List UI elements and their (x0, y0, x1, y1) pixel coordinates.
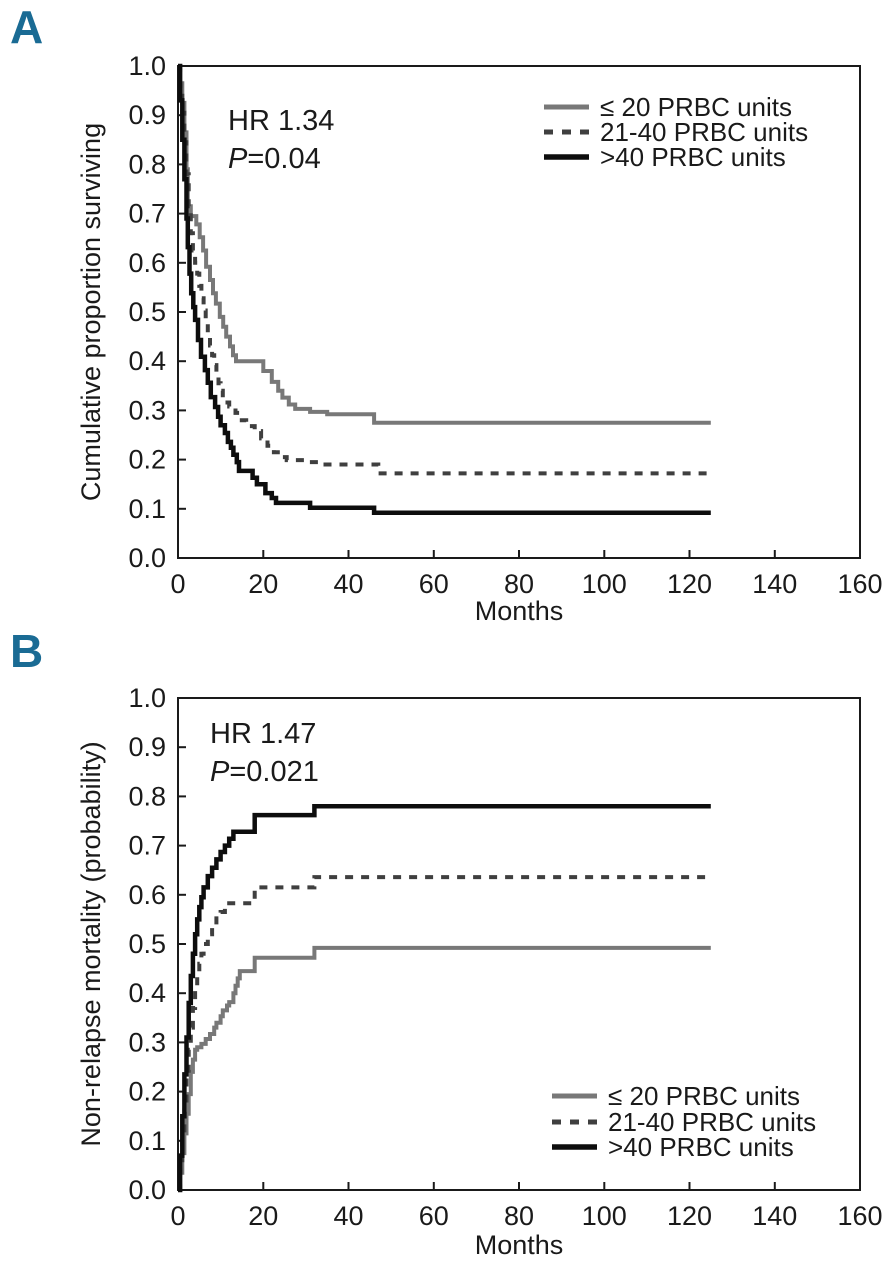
legend-label: ≤ 20 PRBC units (600, 92, 792, 122)
x-tick-label: 160 (837, 1201, 882, 1231)
x-tick-label: 140 (752, 1201, 797, 1231)
y-tick-label: 1.0 (128, 683, 166, 713)
series-step-line (177, 63, 711, 515)
x-tick-label: 60 (419, 1201, 449, 1231)
y-tick-label: 0.7 (128, 199, 166, 229)
legend-label: >40 PRBC units (600, 142, 786, 172)
y-tick-label: 0.8 (128, 149, 166, 179)
series-step-line (177, 803, 711, 1193)
x-tick-label: 40 (333, 1201, 363, 1231)
y-tick-label: 0.4 (128, 346, 166, 376)
p-value-annotation: P=0.04 (228, 143, 321, 175)
x-tick-label: 0 (170, 1201, 185, 1231)
x-tick-label: 0 (170, 569, 185, 599)
p-value-annotation: P=0.021 (210, 756, 319, 788)
series-step-line (178, 945, 711, 1192)
series-step-line (178, 64, 711, 476)
y-tick-label: 0.2 (128, 1077, 166, 1107)
y-axis-title: Non-relapse mortality (probability) (76, 741, 106, 1146)
y-axis-title: Cumulative proportion surviving (76, 123, 106, 501)
panel-a-label: A (10, 1, 44, 53)
panel-a-survival-chart: 0 20 40 60 80 100 120 140 160 0.0 0.1 0.2 0.3 0.4 0.5 0… (76, 51, 883, 626)
hazard-ratio-annotation: HR 1.34 (228, 105, 334, 137)
y-tick-label: 0.0 (128, 543, 166, 573)
y-tick-label: 0.6 (128, 880, 166, 910)
y-tick-label: 0.3 (128, 1027, 166, 1057)
y-tick-label: 0.4 (128, 978, 166, 1008)
legend-label: ≤ 20 PRBC units (608, 1081, 800, 1111)
y-tick-label: 0.6 (128, 248, 166, 278)
x-tick-label: 140 (752, 569, 797, 599)
legend-label: >40 PRBC units (608, 1132, 794, 1162)
x-tick-label: 20 (248, 1201, 278, 1231)
x-axis-title: Months (475, 1230, 564, 1260)
x-tick-label: 120 (667, 569, 712, 599)
legend-label: 21-40 PRBC units (608, 1107, 816, 1137)
x-tick-label: 120 (667, 1201, 712, 1231)
x-tick-label: 80 (504, 569, 534, 599)
x-tick-label: 100 (582, 1201, 627, 1231)
y-tick-label: 0.3 (128, 395, 166, 425)
x-tick-label: 60 (419, 569, 449, 599)
y-tick-label: 0.7 (128, 831, 166, 861)
y-tick-label: 1.0 (128, 51, 166, 81)
panel-b-label: B (10, 625, 44, 677)
x-tick-label: 160 (837, 569, 882, 599)
y-tick-label: 0.1 (128, 1126, 166, 1156)
x-tick-label: 20 (248, 569, 278, 599)
y-tick-label: 0.9 (128, 732, 166, 762)
hazard-ratio-annotation: HR 1.47 (210, 718, 316, 750)
panel-b-nrm-chart: 0 20 40 60 80 100 120 140 160 0.0 0.1 0.2 0.3 0.4 0.5 0… (76, 683, 883, 1260)
legend-label: 21-40 PRBC units (600, 117, 808, 147)
x-tick-label: 100 (582, 569, 627, 599)
x-tick-label: 40 (333, 569, 363, 599)
y-tick-label: 0.9 (128, 100, 166, 130)
y-tick-label: 0.5 (128, 929, 166, 959)
x-axis-title: Months (475, 596, 564, 626)
y-tick-label: 0.5 (128, 297, 166, 327)
y-tick-label: 0.2 (128, 445, 166, 475)
x-tick-label: 80 (504, 1201, 534, 1231)
series-step-line (178, 875, 711, 1192)
y-tick-label: 0.0 (128, 1175, 166, 1205)
y-tick-label: 0.1 (128, 494, 166, 524)
y-tick-label: 0.8 (128, 781, 166, 811)
